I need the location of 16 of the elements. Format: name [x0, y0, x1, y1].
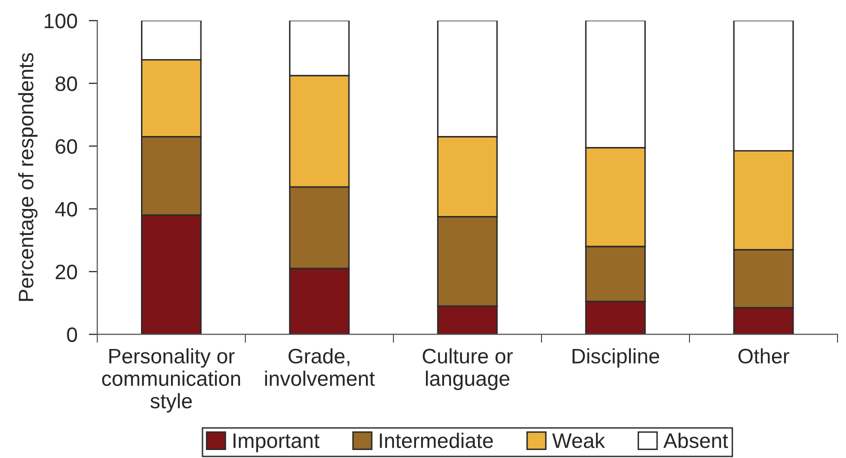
y-tick-label: 80: [56, 76, 78, 92]
legend-label: Important: [234, 434, 320, 452]
legend-label: Weak: [552, 432, 606, 448]
x-tick-label: Culture or language: [422, 348, 513, 390]
x-tick-label: Grade, involvement: [265, 348, 375, 386]
x-tick-label: Personality or communication style: [102, 348, 240, 413]
y-tick-label: 0: [67, 327, 78, 342]
y-tick-label: 20: [56, 264, 78, 280]
y-tick-label: 100: [44, 14, 78, 28]
x-tick-label: Discipline: [572, 348, 660, 368]
legend-label: Intermediate: [380, 432, 493, 448]
y-tick-label: 60: [56, 139, 78, 154]
y-tick-label: 40: [55, 202, 78, 217]
y-axis-title: Percentage of respondents: [18, 53, 38, 301]
x-tick-label: Other: [738, 348, 790, 364]
legend-label: Absent: [663, 432, 728, 448]
